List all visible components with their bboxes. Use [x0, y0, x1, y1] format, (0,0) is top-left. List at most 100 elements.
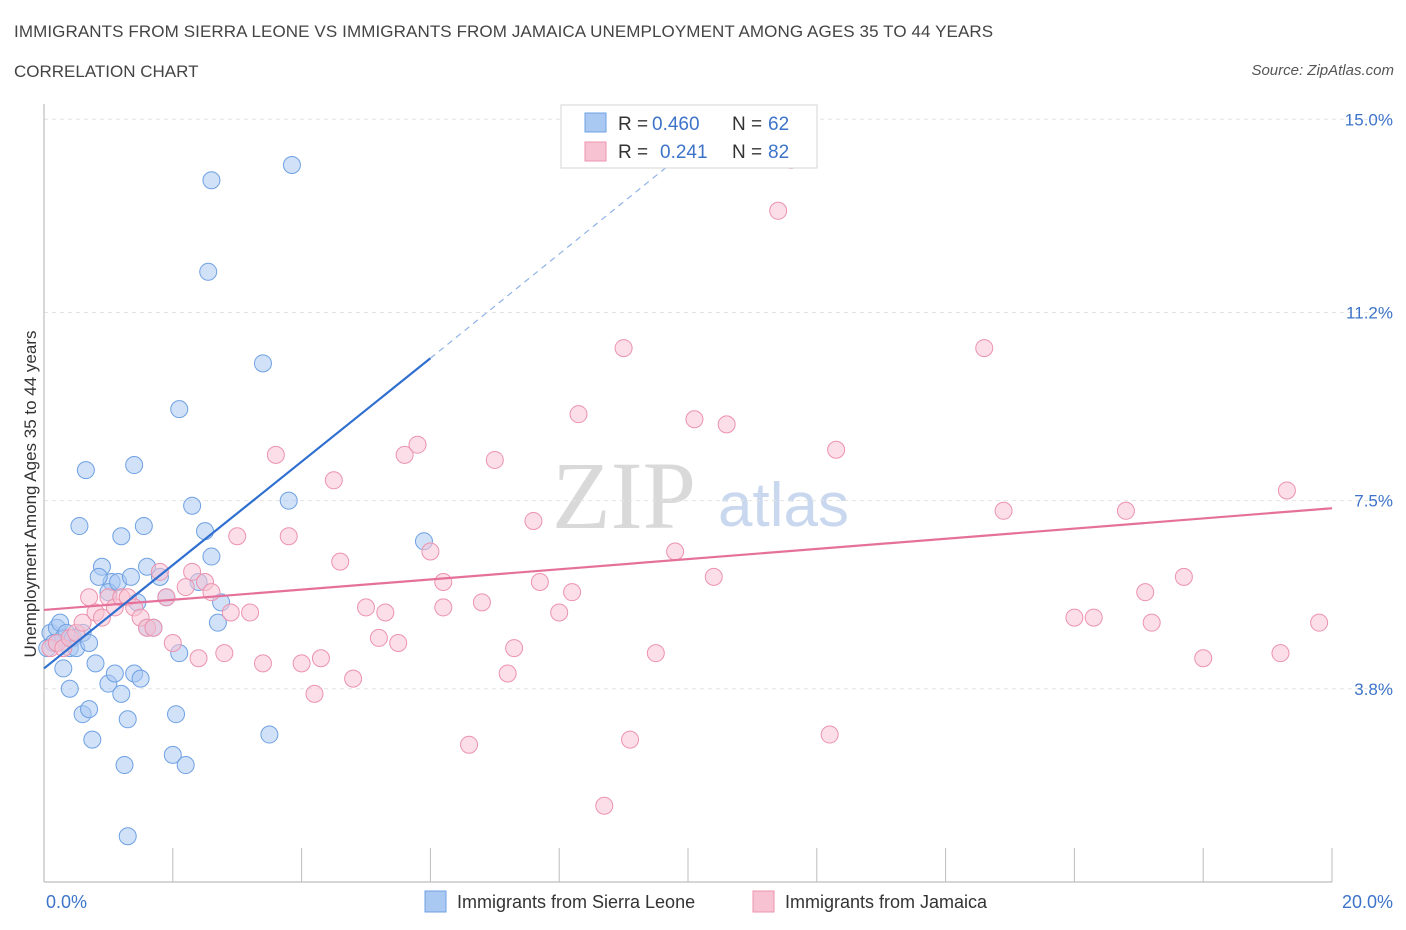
data-point-jamaica: [150, 562, 169, 581]
data-point-sierra-leone: [86, 654, 105, 673]
data-point-jamaica: [550, 603, 569, 622]
y-tick-label: 7.5%: [1354, 492, 1393, 511]
legend-n-label-1: N =: [732, 114, 762, 135]
data-point-sierra-leone: [199, 262, 218, 281]
source-label: Source: ZipAtlas.com: [1251, 62, 1394, 79]
data-point-jamaica: [704, 567, 723, 586]
data-point-jamaica: [1277, 481, 1296, 500]
data-point-sierra-leone: [279, 491, 298, 510]
data-point-sierra-leone: [183, 496, 202, 515]
data-point-jamaica: [311, 649, 330, 668]
data-point-jamaica: [73, 613, 92, 632]
data-point-sierra-leone: [76, 461, 95, 480]
data-point-sierra-leone: [282, 156, 301, 175]
data-point-sierra-leone: [196, 522, 214, 541]
data-point-jamaica: [685, 410, 704, 429]
data-point-jamaica: [1116, 501, 1135, 520]
data-point-jamaica: [569, 405, 588, 424]
legend-swatch-sierra-leone: [584, 112, 607, 133]
legend-r-value-2: 0.241: [660, 142, 708, 163]
data-point-jamaica: [176, 578, 195, 597]
data-point-jamaica: [1271, 644, 1290, 663]
series-legend: Immigrants from Sierra Leone Immigrants …: [424, 890, 988, 913]
legend-swatch-jamaica: [584, 141, 607, 162]
data-point-jamaica: [994, 501, 1013, 520]
data-point-jamaica: [183, 562, 202, 581]
trendline-sierra-leone: [43, 357, 432, 670]
data-point-jamaica: [369, 628, 388, 647]
data-point-jamaica: [215, 644, 234, 663]
data-point-jamaica: [1194, 649, 1213, 668]
data-point-jamaica: [157, 588, 176, 607]
trendline-jamaica: [43, 507, 1333, 612]
data-point-jamaica: [485, 450, 504, 469]
data-point-jamaica: [434, 572, 453, 591]
y-axis-title: Unemployment Among Ages 35 to 44 years: [21, 331, 40, 658]
bottom-legend-label-jamaica: Immigrants from Jamaica: [785, 892, 988, 912]
data-point-jamaica: [595, 796, 614, 815]
watermark-zip: ZIP: [552, 442, 696, 549]
data-point-jamaica: [769, 201, 788, 220]
x-tick-marks: [43, 848, 1333, 882]
data-point-sierra-leone: [70, 517, 89, 536]
data-point-jamaica: [1084, 608, 1103, 627]
data-point-sierra-leone: [208, 613, 227, 632]
data-point-sierra-leone: [54, 659, 73, 678]
data-point-jamaica: [1065, 608, 1084, 627]
bottom-legend-swatch-jamaica: [752, 890, 775, 913]
data-point-jamaica: [421, 542, 440, 561]
data-point-jamaica: [460, 735, 479, 754]
data-point-sierra-leone: [80, 700, 99, 719]
chart-subtitle: CORRELATION CHART: [14, 62, 199, 81]
legend-n-label-2: N =: [732, 142, 762, 163]
watermark-atlas: atlas: [718, 471, 849, 540]
data-point-jamaica: [344, 669, 363, 688]
data-point-sierra-leone: [118, 710, 137, 729]
data-point-jamaica: [666, 542, 685, 561]
data-point-jamaica: [389, 634, 408, 653]
data-point-jamaica: [717, 415, 736, 434]
data-point-jamaica: [505, 639, 524, 658]
data-point-sierra-leone: [121, 567, 140, 586]
data-point-sierra-leone: [112, 527, 131, 546]
data-point-jamaica: [621, 730, 640, 749]
data-point-jamaica: [305, 684, 324, 703]
legend-r-value-1: 0.460: [652, 114, 700, 135]
data-point-jamaica: [434, 598, 453, 617]
data-point-sierra-leone: [202, 547, 221, 566]
legend-r-label-1: R =: [618, 114, 648, 135]
y-tick-labels: 3.8% 7.5% 11.2% 15.0%: [1345, 110, 1393, 699]
data-point-sierra-leone: [134, 517, 153, 536]
data-point-jamaica: [614, 339, 633, 358]
data-point-sierra-leone: [115, 756, 134, 775]
data-point-sierra-leone: [176, 756, 195, 775]
grid-lines: [44, 118, 1395, 690]
chart-title: IMMIGRANTS FROM SIERRA LEONE VS IMMIGRAN…: [14, 22, 994, 41]
data-point-sierra-leone: [202, 171, 221, 190]
legend-r-label-2: R =: [618, 142, 648, 163]
data-point-jamaica: [530, 572, 549, 591]
data-point-jamaica: [92, 608, 111, 627]
legend-n-value-2: 82: [768, 142, 789, 163]
data-point-sierra-leone: [89, 567, 108, 586]
y-tick-label: 15.0%: [1345, 110, 1393, 129]
data-point-jamaica: [266, 445, 285, 464]
data-point-jamaica: [646, 644, 665, 663]
data-point-jamaica: [80, 588, 99, 607]
data-point-jamaica: [376, 603, 395, 622]
data-point-sierra-leone: [253, 354, 272, 373]
data-point-jamaica: [241, 603, 260, 622]
y-tick-label: 11.2%: [1346, 303, 1393, 322]
data-point-jamaica: [1142, 613, 1161, 632]
data-point-sierra-leone: [125, 456, 144, 475]
x-tick-label-min: 0.0%: [46, 892, 87, 912]
data-point-sierra-leone: [112, 684, 131, 703]
data-point-jamaica: [408, 435, 427, 454]
trendline-sierra-leone-extension: [430, 149, 689, 359]
data-point-sierra-leone: [131, 669, 150, 688]
data-point-jamaica: [395, 445, 414, 464]
data-point-jamaica: [524, 511, 543, 530]
data-point-jamaica: [279, 527, 298, 546]
data-point-sierra-leone: [60, 679, 79, 698]
data-point-sierra-leone: [83, 730, 102, 749]
